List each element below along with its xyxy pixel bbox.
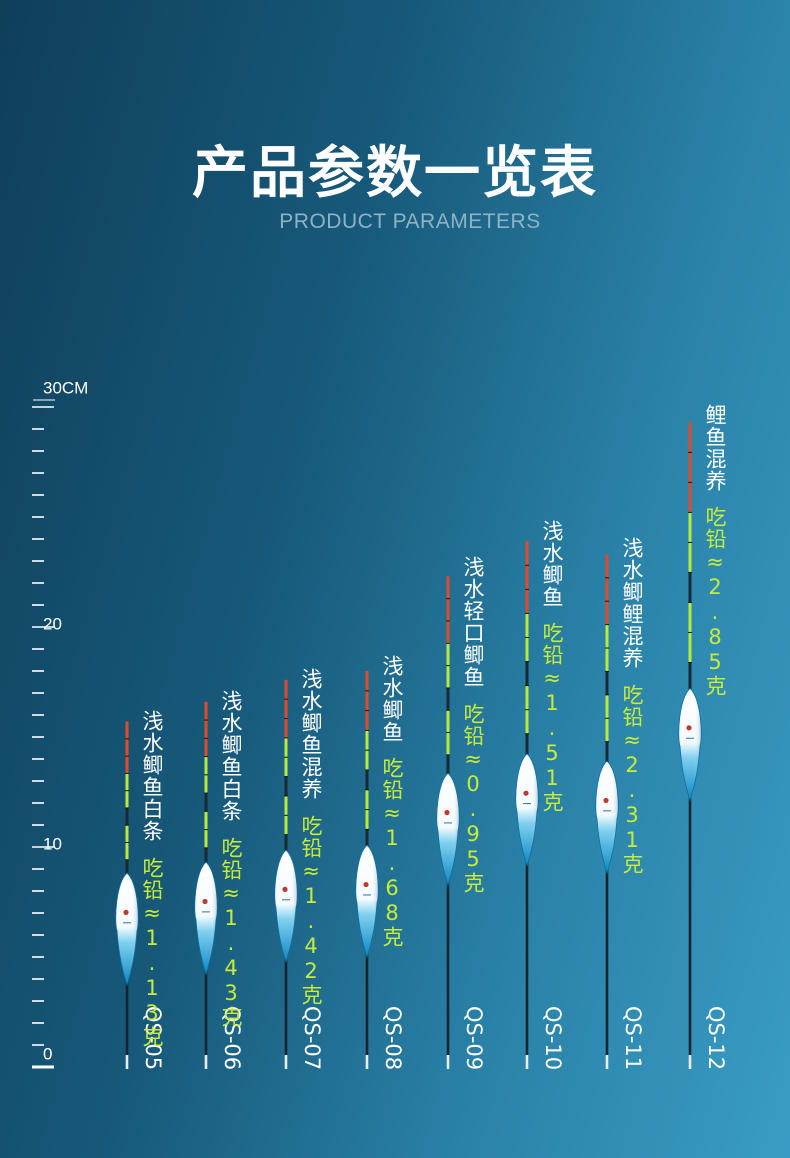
float-body-shade <box>274 850 298 963</box>
model-label: QS-08 <box>381 1006 405 1070</box>
lead-weight-label: 吃铅≈2.85克 <box>703 506 727 697</box>
float-description: 浅水鲫鱼 <box>380 655 404 743</box>
float-description: 鲤鱼混养 <box>703 404 727 492</box>
ruler-label: 10 <box>43 834 62 853</box>
model-label: QS-06 <box>220 1006 244 1070</box>
lead-weight-label: 吃铅≈1.51克 <box>540 622 564 813</box>
model-label: QS-12 <box>704 1006 728 1070</box>
float-description: 浅水鲫鲤混养 <box>620 537 644 669</box>
float-body-shade <box>595 761 619 874</box>
ruler: 30CM 20 10 0 <box>32 378 88 1069</box>
model-label: QS-10 <box>541 1006 565 1070</box>
float-logo-icon <box>363 881 369 888</box>
float-logo-icon <box>686 725 692 731</box>
model-label: QS-09 <box>462 1006 486 1070</box>
lead-weight-label: 吃铅≈1.42克 <box>299 815 323 1006</box>
float-description: 浅水鲫鱼白条 <box>140 710 164 842</box>
lead-weight-label: 吃铅≈2.31克 <box>620 684 644 875</box>
float-logo-icon <box>603 797 609 804</box>
page-subtitle: PRODUCT PARAMETERS <box>279 210 541 233</box>
float-logo-icon <box>523 790 529 796</box>
float-description: 浅水鲫鱼混养 <box>299 668 323 800</box>
lead-weight-label: 吃铅≈0.95克 <box>461 703 485 894</box>
float-body-shade <box>678 688 702 801</box>
model-label: QS-07 <box>300 1006 324 1070</box>
float-body-shade <box>355 845 379 958</box>
model-label: QS-05 <box>141 1006 165 1070</box>
model-label: QS-11 <box>621 1006 645 1070</box>
lead-weight-label: 吃铅≈1.13克 <box>140 857 164 1048</box>
float-logo-icon <box>282 886 288 893</box>
float-logo-icon <box>123 909 129 915</box>
float-description: 浅水轻口鲫鱼 <box>461 556 485 688</box>
float-body-shade <box>515 753 539 866</box>
float-body-shade <box>194 862 218 975</box>
ruler-label: 30CM <box>43 378 88 397</box>
float-logo-icon <box>444 809 450 816</box>
float-body-shade <box>436 773 460 886</box>
float-logo-icon <box>202 898 208 905</box>
ruler-label: 0 <box>43 1044 52 1063</box>
page-title: 产品参数一览表 <box>192 141 598 206</box>
float-body-shade <box>115 873 139 986</box>
ruler-label: 20 <box>43 614 62 633</box>
float-description: 浅水鲫鱼白条 <box>219 690 243 822</box>
lead-weight-label: 吃铅≈1.43克 <box>219 837 243 1028</box>
float-description: 浅水鲫鱼 <box>540 520 564 608</box>
lead-weight-label: 吃铅≈1.68克 <box>380 757 404 948</box>
